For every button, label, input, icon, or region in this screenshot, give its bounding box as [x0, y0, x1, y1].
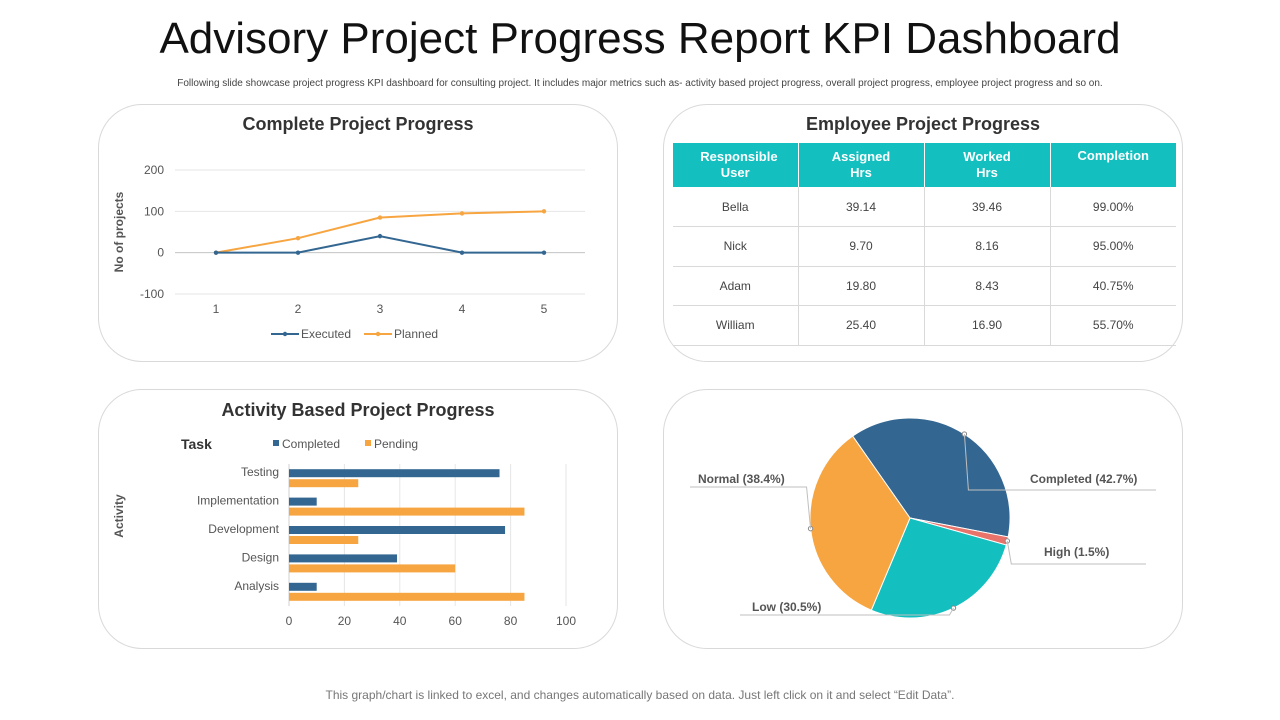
category-label: Testing	[241, 465, 279, 479]
employee-table: Responsible User Assigned Hrs Worked Hrs…	[673, 143, 1176, 346]
data-point-executed	[377, 233, 383, 239]
legend-swatch-completed	[273, 440, 279, 446]
x-tick-label: 3	[377, 302, 384, 316]
legend-label-completed: Completed	[282, 437, 340, 451]
cell-completion: 55.70%	[1050, 305, 1176, 346]
bar-pending	[289, 479, 359, 488]
bar-pending	[289, 564, 456, 573]
category-label: Implementation	[197, 494, 279, 508]
pie-label-completed: Completed (42.7%)	[1030, 472, 1137, 486]
data-point-planned	[541, 209, 547, 214]
pie-label-high: High (1.5%)	[1044, 545, 1109, 559]
table-row: Bella 39.14 39.46 99.00%	[673, 187, 1176, 227]
complete-project-progress-panel: Complete Project Progress -100 0 100 200 1 2 3…	[98, 104, 618, 362]
table-row: Nick 9.70 8.16 95.00%	[673, 226, 1176, 267]
data-point-executed	[213, 250, 219, 255]
y-tick-label: -100	[140, 287, 164, 301]
legend-swatch-pending	[365, 440, 371, 446]
x-tick-label: 40	[393, 614, 407, 628]
legend-title: Task	[181, 436, 212, 452]
table-row: William 25.40 16.90 55.70%	[673, 305, 1176, 346]
x-tick-label: 2	[295, 302, 302, 316]
cell-assigned-hrs: 39.14	[798, 187, 925, 227]
leader-line	[963, 434, 1156, 491]
pie-chart-panel: Completed (42.7%) High (1.5%) Low (30.5%) N…	[663, 389, 1183, 649]
table-row: Adam 19.80 8.43 40.75%	[673, 266, 1176, 306]
activity-based-project-progress-panel: Activity Based Project Progress 0 20 40 60 8…	[98, 389, 618, 649]
page-title: Advisory Project Progress Report KPI Das…	[159, 14, 1121, 63]
cell-worked-hrs: 8.16	[924, 226, 1051, 267]
pie-label-low: Low (30.5%)	[752, 600, 821, 614]
y-tick-label: 0	[157, 246, 164, 260]
cell-worked-hrs: 39.46	[924, 187, 1051, 227]
x-tick-label: 60	[449, 614, 463, 628]
employee-project-progress-panel: Employee Project Progress Responsible Us…	[663, 104, 1183, 362]
leader-line	[1006, 540, 1146, 565]
bar-pending	[289, 592, 525, 601]
cell-worked-hrs: 16.90	[924, 305, 1051, 346]
pie-label-normal: Normal (38.4%)	[698, 472, 785, 486]
header-responsible-user: Responsible User	[673, 143, 799, 187]
legend-label-planned: Planned	[394, 327, 438, 341]
legend-marker-executed	[282, 331, 288, 337]
bar-completed	[289, 526, 506, 534]
pie-chart[interactable]: Completed (42.7%) High (1.5%) Low (30.5%) N…	[664, 390, 1184, 650]
category-label: Development	[208, 522, 279, 536]
x-tick-label: 100	[556, 614, 576, 628]
cell-completion: 99.00%	[1050, 187, 1176, 227]
page-subtitle: Following slide showcase project progres…	[177, 78, 1103, 89]
y-tick-label: 200	[144, 163, 164, 177]
data-point-planned	[377, 215, 383, 220]
header-worked-hrs: Worked Hrs	[924, 143, 1051, 187]
bar-chart[interactable]: 0 20 40 60 80 100 Testing Implementation Develop…	[99, 390, 619, 650]
cell-assigned-hrs: 25.40	[798, 305, 925, 346]
x-tick-label: 1	[213, 302, 220, 316]
cell-user: Bella	[673, 187, 799, 227]
leader-line	[740, 607, 954, 616]
leader-line	[690, 486, 812, 529]
y-tick-label: 100	[144, 204, 164, 218]
bar-chart-title: Activity Based Project Progress	[221, 400, 495, 420]
bar-completed	[289, 554, 398, 563]
x-tick-label: 80	[504, 614, 518, 628]
cell-user: Adam	[673, 266, 799, 306]
bar-pending	[289, 507, 525, 516]
cell-completion: 95.00%	[1050, 226, 1176, 267]
category-label: Analysis	[234, 579, 279, 593]
data-point-planned	[295, 236, 301, 241]
data-point-executed	[541, 250, 547, 255]
y-axis-label: No of projects	[112, 191, 126, 272]
cell-assigned-hrs: 9.70	[798, 226, 925, 267]
data-point-executed	[459, 250, 465, 255]
legend-marker-planned	[375, 331, 381, 337]
header-completion: Completion	[1050, 143, 1176, 187]
bar-pending	[289, 536, 359, 544]
y-axis-label: Activity	[112, 494, 126, 538]
x-tick-label: 0	[286, 614, 293, 628]
line-chart[interactable]: -100 0 100 200 1 2 3 4 5 No of projects Executed Pl…	[99, 105, 619, 363]
header-assigned-hrs: Assigned Hrs	[798, 143, 925, 187]
bar-completed	[289, 497, 317, 506]
cell-assigned-hrs: 19.80	[798, 266, 925, 306]
x-tick-label: 5	[541, 302, 548, 316]
data-point-planned	[459, 211, 465, 216]
cell-user: William	[673, 305, 799, 346]
cell-completion: 40.75%	[1050, 266, 1176, 306]
legend-label-pending: Pending	[374, 437, 418, 451]
bar-completed	[289, 582, 317, 591]
line-chart-title: Complete Project Progress	[242, 114, 474, 134]
table-title: Employee Project Progress	[805, 114, 1041, 134]
table-header-row: Responsible User Assigned Hrs Worked Hrs…	[673, 143, 1176, 187]
x-tick-label: 4	[459, 302, 466, 316]
footer-note: This graph/chart is linked to excel, and…	[325, 688, 955, 702]
data-point-executed	[295, 250, 301, 255]
legend-label-executed: Executed	[301, 327, 351, 341]
cell-worked-hrs: 8.43	[924, 266, 1051, 306]
category-label: Design	[242, 550, 279, 564]
bar-completed	[289, 469, 500, 478]
x-tick-label: 20	[338, 614, 352, 628]
cell-user: Nick	[673, 226, 799, 267]
